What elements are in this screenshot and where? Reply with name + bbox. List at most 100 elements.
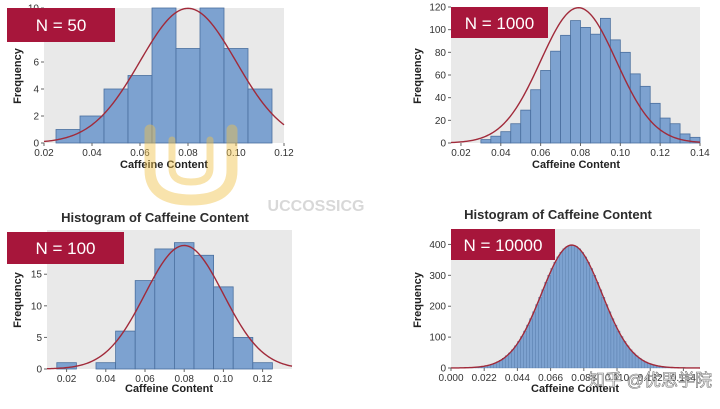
histogram-bar [547, 275, 551, 369]
histogram-bar [604, 304, 609, 369]
x-tick-label: 0.02 [34, 148, 54, 159]
histogram-bar [625, 345, 630, 369]
histogram-bar [173, 242, 195, 370]
histogram-bar [629, 73, 641, 144]
histogram-bar [535, 304, 539, 369]
histogram-n10000: Histogram of Caffeine Content 0.000 0.022… [412, 207, 701, 395]
histogram-bar [508, 352, 512, 369]
histogram-bar [622, 341, 627, 369]
histogram-bar [601, 297, 606, 369]
y-tick-label: 0 [440, 139, 446, 150]
x-tick-label: 0.000 [438, 373, 463, 384]
histogram-bar [550, 268, 554, 369]
histogram-bar [609, 39, 621, 144]
y-tick-label: 200 [429, 302, 446, 313]
histogram-bar [213, 286, 234, 370]
x-tick-label: 0.044 [505, 373, 530, 384]
sample-size-badge [7, 232, 124, 264]
histogram-bar [559, 252, 563, 369]
histogram-bar [79, 115, 105, 144]
y-tick-label: 0 [36, 365, 42, 376]
histogram-bar [619, 51, 631, 144]
y-tick-label: 400 [429, 240, 446, 251]
histogram-bar [616, 330, 621, 369]
sample-size-label: N = 100 [35, 239, 95, 258]
histogram-bar [175, 48, 201, 144]
histogram-bar [520, 109, 532, 144]
y-tick-label: 5 [36, 333, 42, 344]
histogram-bar [571, 245, 575, 369]
y-tick-label: 120 [429, 3, 446, 14]
x-tick-label: 0.132 [638, 373, 663, 384]
histogram-n50: 0.020.040.060.080.100.120246810 N = 50 C… [7, 4, 294, 171]
histogram-bar [199, 7, 225, 144]
histogram-bar [580, 26, 591, 144]
histogram-bar [607, 311, 612, 369]
normal-fit-curve [43, 7, 285, 143]
histogram-bar [580, 252, 584, 369]
histogram-bar [560, 34, 571, 144]
watermark-text: UCCOSSICG [268, 198, 365, 215]
x-tick-label: 0.110 [605, 373, 630, 384]
histogram-bar [577, 248, 581, 369]
u-logo-inner-icon [168, 136, 214, 186]
histogram-bar [568, 245, 572, 369]
histogram-bar [598, 289, 603, 369]
x-tick-label: 0.08 [178, 148, 198, 159]
histogram-bar [550, 50, 561, 144]
normal-fit-curve [450, 244, 701, 369]
histogram-bar [103, 88, 129, 144]
y-tick-label: 0 [33, 139, 39, 150]
sample-size-badge [451, 7, 548, 38]
x-tick-label: 0.06 [130, 148, 150, 159]
histogram-bar [574, 246, 578, 369]
y-tick-label: 6 [33, 58, 39, 69]
histogram-bar [520, 336, 524, 369]
histogram-bar [592, 275, 597, 369]
histogram-bar [689, 136, 701, 144]
x-tick-label: 0.154 [671, 373, 696, 384]
histogram-bar [95, 362, 117, 370]
x-tick-label: 0.04 [491, 148, 511, 159]
y-tick-label: 10 [31, 301, 43, 312]
x-tick-label: 0.12 [650, 148, 670, 159]
y-axis-label: Frequency [12, 47, 24, 104]
histogram-bar [634, 355, 639, 369]
histogram-bar [505, 355, 509, 369]
x-tick-label: 0.14 [690, 148, 710, 159]
histogram-n100: Histogram of Caffeine Content 0.02 0.04 0.… [7, 210, 293, 395]
x-tick-label: 0.10 [611, 148, 631, 159]
histogram-bar [510, 123, 522, 144]
x-tick-label: 0.04 [96, 374, 116, 385]
y-tick-label: 80 [435, 48, 447, 59]
normal-fit-curve [46, 244, 293, 370]
histogram-bar [514, 345, 518, 369]
histogram-bar [538, 297, 542, 369]
x-tick-label: 0.08 [571, 148, 591, 159]
histogram-bar [613, 324, 618, 369]
histogram-bar [55, 129, 81, 144]
histogram-bar [610, 318, 615, 369]
histogram-bar [252, 362, 273, 370]
histogram-bar [553, 262, 557, 369]
histogram-bar [511, 349, 515, 369]
y-axis-label: Frequency [12, 271, 24, 328]
histogram-bar [490, 135, 502, 144]
histogram-bar [247, 88, 273, 144]
histogram-bar [532, 311, 536, 369]
histogram-bar [556, 256, 560, 369]
y-tick-label: 100 [429, 25, 446, 36]
histogram-bar [562, 248, 566, 369]
y-tick-label: 100 [429, 333, 446, 344]
histogram-bar [570, 20, 581, 144]
sample-size-badge [7, 8, 115, 42]
histogram-bar [193, 254, 215, 370]
histogram-bar [669, 123, 681, 144]
y-tick-label: 20 [435, 116, 447, 127]
histogram-bar [232, 337, 254, 370]
histogram-bar [595, 282, 600, 369]
x-tick-label: 0.12 [253, 374, 273, 385]
y-tick-label: 300 [429, 271, 446, 282]
histogram-bar [565, 246, 569, 369]
x-tick-label: 0.066 [538, 373, 563, 384]
